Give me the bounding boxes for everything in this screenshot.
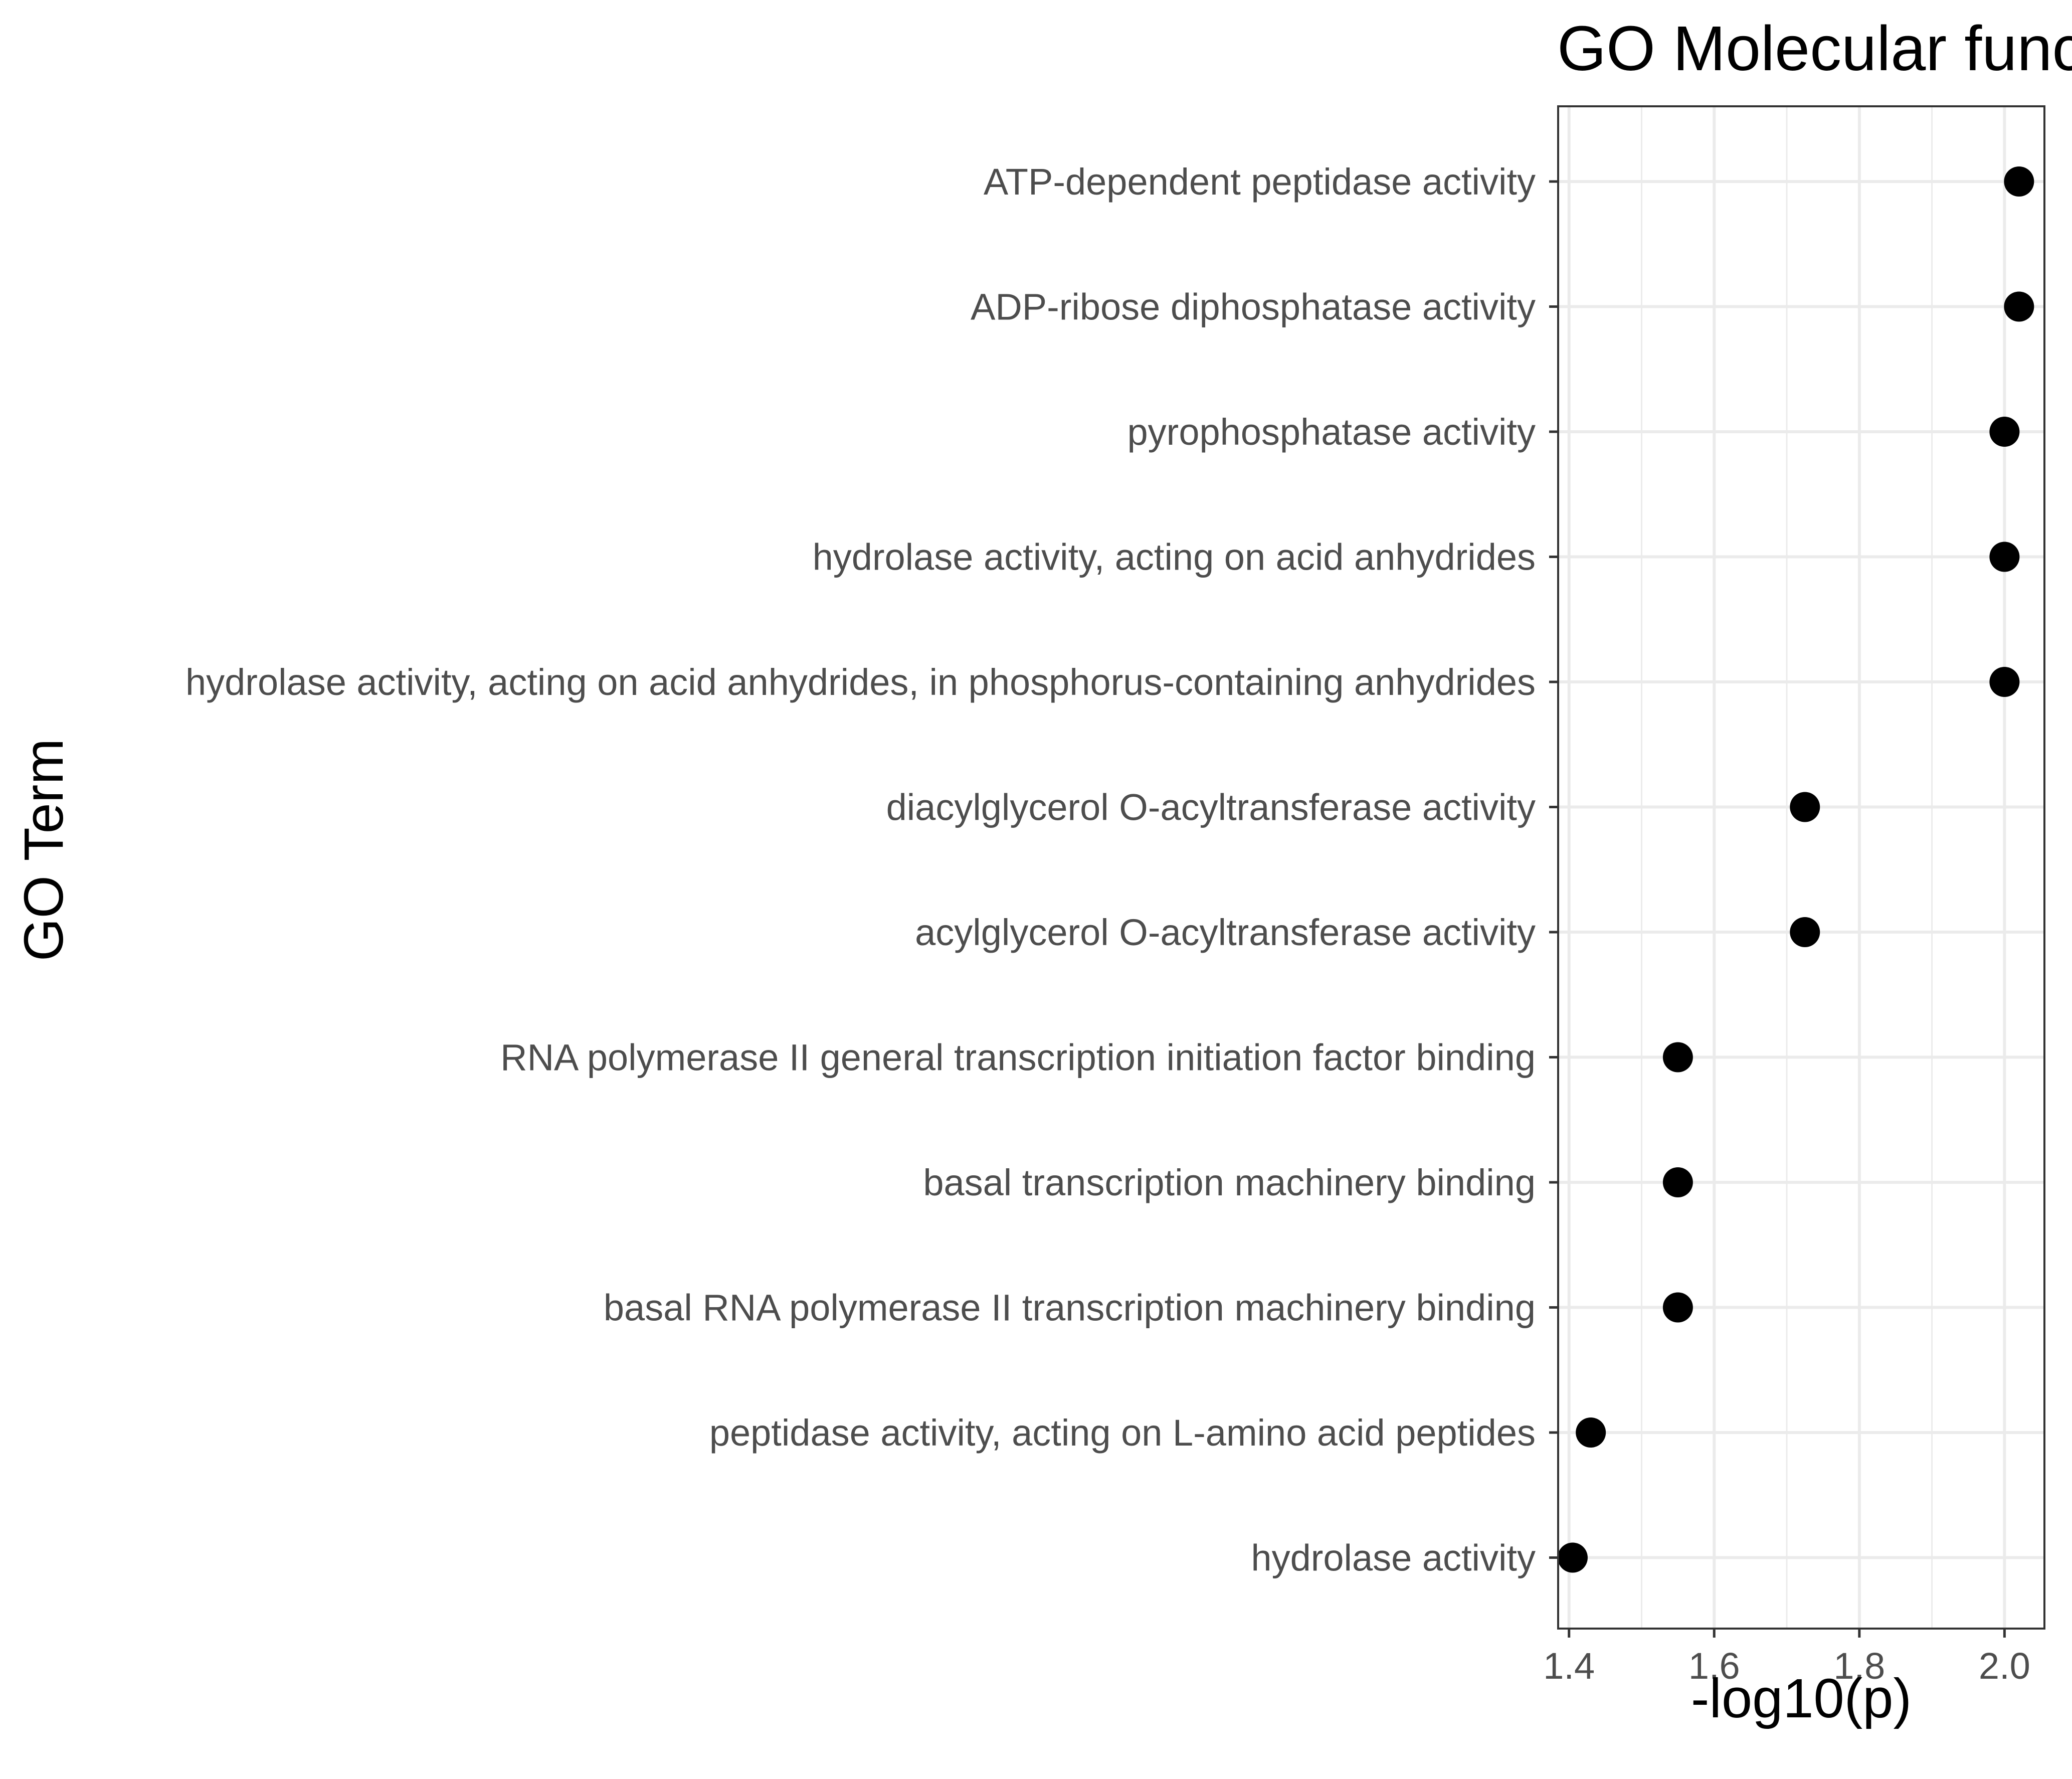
x-axis-title: -log10(p)	[1691, 1668, 1912, 1729]
y-tick-label: hydrolase activity	[1251, 1537, 1536, 1579]
y-tick-label: ADP-ribose diphosphatase activity	[971, 286, 1536, 328]
data-point	[1662, 1292, 1693, 1323]
y-tick-label: peptidase activity, acting on L-amino ac…	[709, 1412, 1536, 1454]
data-point	[2004, 291, 2034, 322]
x-axis-ticks: 1.4 1.6 1.8 2.0	[1543, 1629, 2030, 1687]
data-point	[1790, 917, 1820, 947]
y-axis-title: GO Term	[13, 739, 75, 961]
y-tick-label: basal RNA polymerase II transcription ma…	[604, 1287, 1536, 1329]
data-point	[1662, 1167, 1693, 1197]
x-tick-label: 1.8	[1833, 1645, 1885, 1687]
y-tick-label: basal transcription machinery binding	[923, 1162, 1536, 1203]
y-tick-label: RNA polymerase II general transcription …	[500, 1037, 1536, 1079]
x-tick-label: 2.0	[1979, 1645, 2030, 1687]
panel-border	[1557, 105, 2045, 1630]
data-point	[1790, 792, 1820, 822]
data-points	[1557, 166, 2034, 1573]
y-tick-label: hydrolase activity, acting on acid anhyd…	[185, 661, 1536, 703]
data-point	[1989, 542, 2020, 572]
x-tick-label: 1.4	[1543, 1645, 1595, 1687]
y-tick-label: hydrolase activity, acting on acid anhyd…	[813, 537, 1536, 578]
chart-title: GO Molecular funct	[1557, 13, 2072, 84]
y-tick-label: ATP-dependent peptidase activity	[984, 161, 1536, 203]
y-tick-label: diacylglycerol O-acyltransferase activit…	[886, 787, 1536, 828]
y-tick-label: pyrophosphatase activity	[1127, 411, 1536, 453]
data-point	[1576, 1417, 1606, 1448]
y-axis-ticks: ATP-dependent peptidase activity ADP-ribo…	[185, 161, 1558, 1579]
y-tick-label: acylglycerol O-acyltransferase activity	[915, 912, 1536, 953]
data-point	[2004, 166, 2034, 197]
data-point	[1989, 667, 2020, 697]
data-point	[1989, 417, 2020, 447]
x-tick-label: 1.6	[1688, 1645, 1740, 1687]
data-point	[1557, 1542, 1588, 1573]
data-point	[1662, 1042, 1693, 1073]
